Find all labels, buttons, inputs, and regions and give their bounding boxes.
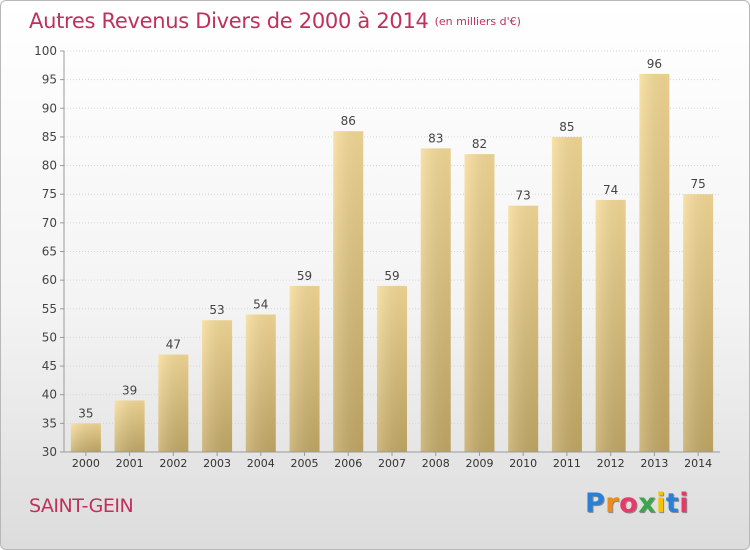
bar-shade — [289, 285, 320, 452]
x-tick-label: 2011 — [553, 457, 581, 470]
y-tick-label: 35 — [42, 416, 57, 430]
y-tick-labels: 30 35 40 45 50 55 60 65 70 75 80 85 90 95 100 — [34, 44, 57, 459]
x-tick-label: 2000 — [72, 457, 100, 470]
chart-unit: (en milliers d'€) — [434, 15, 521, 28]
logo-letter: o — [619, 488, 639, 519]
x-tick-label: 2003 — [203, 457, 231, 470]
bar-shade — [114, 400, 145, 452]
data-label: 75 — [690, 177, 705, 191]
bar-shade — [508, 205, 539, 452]
y-tick-label: 45 — [42, 359, 57, 373]
data-label: 54 — [253, 298, 268, 312]
bars — [70, 73, 714, 453]
data-label: 74 — [603, 183, 618, 197]
x-tick-label: 2007 — [378, 457, 406, 470]
data-label: 86 — [341, 114, 356, 128]
data-label: 59 — [297, 269, 312, 283]
x-tick-label: 2005 — [291, 457, 319, 470]
chart-title-text: Autres Revenus Divers de 2000 à 2014 — [29, 9, 429, 33]
x-tick-label: 2006 — [334, 457, 362, 470]
bar-shade — [377, 285, 407, 452]
data-label: 59 — [384, 269, 399, 283]
y-tick-label: 90 — [42, 101, 57, 115]
proxiti-logo[interactable]: Proxiti — [585, 488, 689, 519]
chart-title: Autres Revenus Divers de 2000 à 2014 (en … — [29, 9, 521, 33]
data-label: 53 — [209, 303, 224, 317]
data-labels: 35 39 47 53 54 59 86 59 83 82 73 85 74 96 75 — [78, 57, 706, 420]
bar-shade — [202, 320, 233, 452]
bar-shade — [639, 73, 670, 453]
logo-letter: r — [605, 488, 620, 519]
logo-letter: i — [656, 488, 666, 519]
x-tick-label: 2001 — [116, 457, 144, 470]
y-tick-label: 65 — [42, 245, 57, 259]
bar-shade — [420, 148, 451, 452]
data-label: 47 — [166, 338, 181, 352]
bar-shade — [70, 423, 101, 452]
x-tick-label: 2004 — [247, 457, 275, 470]
bar-shade — [245, 314, 276, 452]
x-tick-label: 2013 — [640, 457, 668, 470]
logo-letter: x — [638, 488, 657, 519]
x-tick-label: 2002 — [159, 457, 187, 470]
bar-shade — [333, 131, 364, 452]
y-tick-label: 95 — [42, 73, 57, 87]
logo-letter: i — [679, 488, 690, 519]
x-tick-labels: 2000 2001 2002 2003 2004 2005 2006 2007 2008 2009… — [72, 452, 712, 470]
y-tick-label: 80 — [42, 159, 57, 173]
y-tick-label: 55 — [42, 302, 57, 316]
data-label: 39 — [122, 383, 137, 397]
x-tick-label: 2012 — [597, 457, 625, 470]
bar-shade — [464, 154, 495, 452]
y-tick-label: 50 — [42, 330, 57, 344]
logo-letter: P — [585, 488, 606, 519]
logo-letter: t — [665, 488, 680, 519]
data-label: 73 — [516, 189, 531, 203]
y-tick-label: 40 — [42, 388, 57, 402]
y-tick-label: 85 — [42, 130, 57, 144]
x-tick-label: 2014 — [684, 457, 712, 470]
data-label: 82 — [472, 137, 487, 151]
bar-shade — [595, 199, 626, 452]
data-label: 96 — [647, 57, 662, 71]
x-tick-label: 2010 — [509, 457, 537, 470]
y-tick-label: 30 — [42, 445, 57, 459]
y-tick-label: 100 — [34, 44, 57, 58]
y-tick-label: 75 — [42, 187, 57, 201]
y-tick-label: 60 — [42, 273, 57, 287]
y-tick-label: 70 — [42, 216, 57, 230]
bar-shade — [158, 354, 189, 452]
data-label: 35 — [78, 406, 93, 420]
bar-shade — [683, 194, 714, 452]
x-tick-label: 2009 — [465, 457, 493, 470]
location-name: SAINT-GEIN — [29, 495, 134, 517]
bar-shade — [551, 136, 582, 452]
data-label: 85 — [559, 120, 574, 134]
x-tick-label: 2008 — [422, 457, 450, 470]
data-label: 83 — [428, 131, 443, 145]
